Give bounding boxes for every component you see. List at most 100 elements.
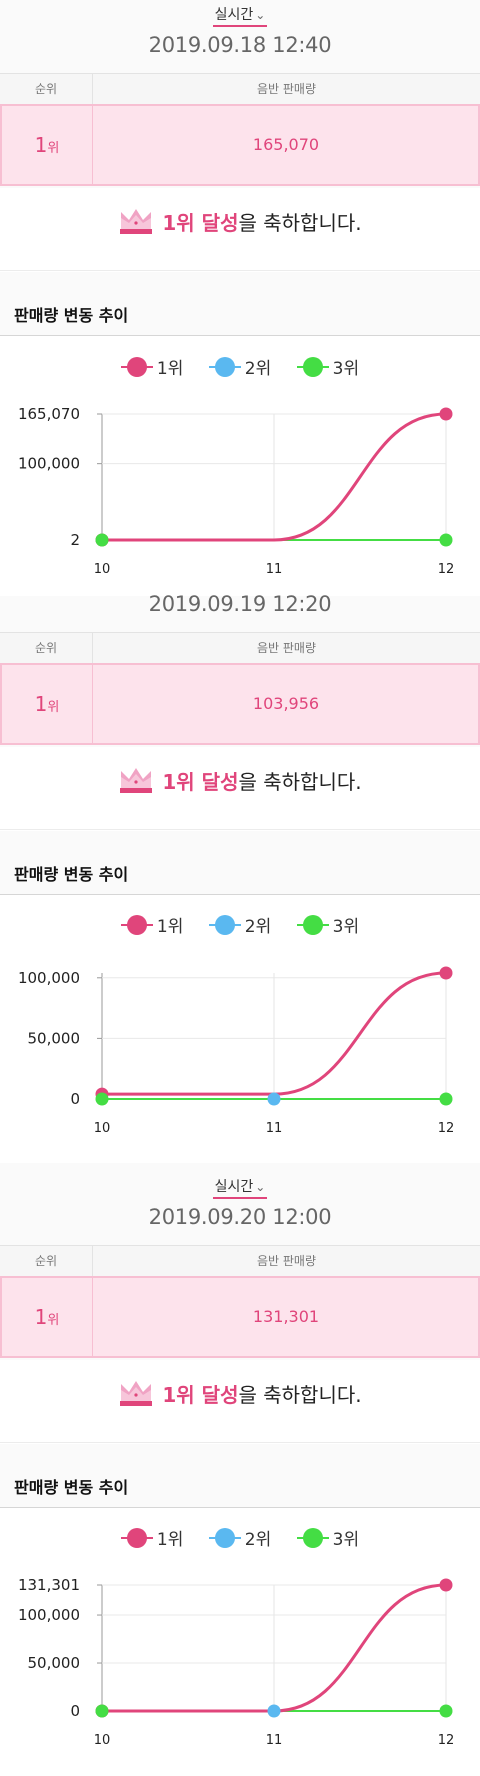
sales-cell: 131,301	[252, 1307, 320, 1326]
divider	[0, 1442, 480, 1443]
table-header: 순위 음반 판매량	[0, 632, 480, 664]
trend-title-underline	[0, 894, 480, 895]
legend-label: 2위	[244, 1530, 272, 1550]
chart-panel	[0, 1508, 480, 1776]
data-point-series-3	[439, 1092, 453, 1106]
realtime-dropdown[interactable]: 실시간 ⌄	[212, 6, 268, 27]
sales-cell: 103,956	[252, 694, 320, 713]
y-tick-label: 100,000	[18, 455, 80, 473]
legend-item-2[interactable]: 2위	[208, 1525, 272, 1550]
data-point-series-1	[439, 966, 453, 980]
chart-panel	[0, 336, 480, 596]
x-tick-label: 12	[438, 562, 455, 577]
legend-marker-icon	[296, 914, 329, 935]
legend-marker-icon	[208, 914, 241, 935]
y-tick-label: 165,070	[18, 405, 80, 423]
x-tick-label: 10	[94, 1733, 111, 1748]
congrats-banner: 1위 달성을 축하합니다.	[0, 1360, 480, 1444]
legend-item-1[interactable]: 1위	[120, 354, 183, 379]
congrats-highlight: 1위 달성	[162, 1382, 239, 1407]
realtime-label: 실시간	[214, 7, 254, 23]
legend-item-1[interactable]: 1위	[120, 912, 183, 937]
trend-title: 판매량 변동 추이	[14, 306, 129, 325]
sales-column-header: 음반 판매량	[256, 82, 316, 96]
x-tick-label: 12	[438, 1733, 455, 1748]
congrats-banner: 1위 달성을 축하합니다.	[0, 747, 480, 831]
rank-number: 1	[34, 692, 48, 716]
chart-legend: 1위 2위 3위	[0, 354, 480, 382]
divider	[0, 270, 480, 271]
table-header: 순위 음반 판매량	[0, 73, 480, 105]
x-tick-label: 11	[266, 562, 283, 577]
legend-item-3[interactable]: 3위	[296, 912, 360, 937]
trend-title-underline	[0, 335, 480, 336]
legend-marker-icon	[296, 1527, 329, 1548]
congrats-text: 을 축하합니다.	[238, 210, 362, 235]
y-tick-label: 0	[70, 1090, 80, 1108]
congrats-text: 을 축하합니다.	[238, 769, 362, 794]
chevron-down-icon: ⌄	[255, 8, 266, 22]
legend-label: 2위	[244, 359, 272, 379]
realtime-header: 실시간 ⌄	[0, 4, 480, 27]
rank-column-header: 순위	[0, 74, 93, 104]
rank-column-header: 순위	[0, 633, 93, 663]
rank-cell: 1위	[2, 106, 93, 184]
legend-item-2[interactable]: 2위	[208, 912, 271, 937]
data-point-series-2	[267, 1704, 281, 1718]
realtime-header: 실시간 ⌄	[0, 1176, 480, 1199]
legend-label: 1위	[156, 1530, 184, 1550]
rank-number: 1	[34, 133, 48, 157]
data-point-series-3	[95, 1092, 109, 1106]
y-tick-label: 50,000	[28, 1029, 81, 1047]
date-label: 2019.09.19 12:20	[148, 592, 332, 616]
trend-title: 판매량 변동 추이	[14, 1478, 129, 1497]
sales-cell: 165,070	[252, 135, 320, 154]
congrats-text: 을 축하합니다.	[238, 1382, 362, 1407]
realtime-dropdown[interactable]: 실시간 ⌄	[212, 1178, 268, 1199]
data-point-series-3	[95, 533, 109, 547]
series-line-1	[102, 412, 447, 542]
chart-legend: 1위 2위 3위	[0, 912, 480, 940]
legend-item-1[interactable]: 1위	[120, 1525, 184, 1550]
x-tick-label: 11	[266, 1121, 283, 1136]
y-tick-label: 0	[70, 1702, 80, 1720]
table-row: 1위 165,070	[0, 104, 480, 186]
rank-cell: 1위	[2, 1278, 93, 1356]
date-label: 2019.09.20 12:00	[148, 1205, 332, 1229]
data-point-series-1	[439, 407, 453, 421]
rank-unit: 위	[47, 141, 60, 156]
table-row: 1위 131,301	[0, 1276, 480, 1358]
data-point-series-3	[439, 1704, 453, 1718]
data-point-series-2	[267, 1092, 281, 1106]
sales-trend-chart: 100,000 50,000 0 10 11 12	[18, 966, 455, 1136]
rank-unit: 위	[47, 1313, 60, 1328]
crown-icon	[120, 1381, 153, 1406]
x-tick-label: 12	[438, 1121, 455, 1136]
legend-label: 3위	[332, 917, 360, 937]
legend-item-3[interactable]: 3위	[296, 354, 360, 379]
divider	[0, 829, 480, 830]
table-header: 순위 음반 판매량	[0, 1245, 480, 1277]
series-line-1	[102, 971, 447, 1096]
legend-marker-icon	[120, 914, 153, 935]
legend-marker-icon	[296, 356, 329, 377]
trend-title: 판매량 변동 추이	[14, 865, 129, 884]
legend-label: 3위	[332, 359, 360, 379]
data-point-series-3	[95, 1704, 109, 1718]
x-tick-label: 11	[266, 1733, 283, 1748]
legend-marker-icon	[120, 356, 153, 377]
x-tick-label: 10	[94, 1121, 111, 1136]
legend-marker-icon	[208, 356, 241, 377]
legend-item-3[interactable]: 3위	[296, 1525, 359, 1550]
sales-trend-chart: 165,070 100,000 2 10 11 12	[18, 405, 455, 577]
chart-panel	[0, 895, 480, 1163]
legend-item-2[interactable]: 2위	[208, 354, 272, 379]
table-row: 1위 103,956	[0, 663, 480, 745]
y-tick-label: 100,000	[18, 969, 80, 987]
series-line-1	[102, 1583, 447, 1713]
sales-trend-chart: 131,301 100,000 50,000 0 10 11 12	[18, 1576, 455, 1748]
chevron-down-icon: ⌄	[255, 1180, 266, 1194]
realtime-label: 실시간	[214, 1179, 254, 1195]
rank-unit: 위	[47, 700, 60, 715]
data-point-series-3	[439, 533, 453, 547]
